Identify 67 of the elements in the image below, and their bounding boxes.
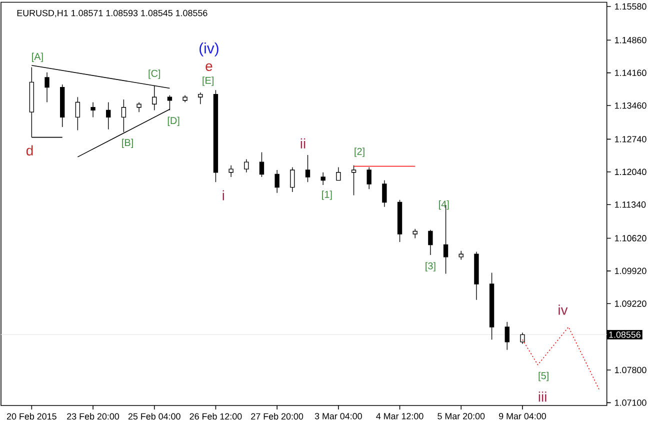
text: EURUSD,H1 1.08571 1.08593 1.08545 1.08556 [17,10,208,18]
candlestick [60,84,65,128]
y-tick-label: 1.12740 [615,136,646,142]
candlestick [320,172,326,186]
candlestick [244,158,249,173]
candlestick [458,250,464,260]
y-tick-label: 1.07800 [615,366,646,374]
annotation: [B] [122,138,133,148]
candlestick [336,166,341,181]
candlestick [428,230,433,256]
candlestick [136,102,142,112]
y-tick-label: 1.13460 [615,102,646,109]
y-tick-label: 1.14860 [615,36,646,44]
x-tick-label: 20 Feb 2015 [7,413,56,420]
candlestick [290,166,295,192]
y-tick-label: 1.11340 [615,201,646,208]
annotation: [1] [322,190,332,200]
annotation: (iv) [200,42,218,56]
y-tick-label: 1.12040 [615,168,646,176]
candlestick [228,165,234,178]
x-tick-label: 4 Mar 12:00 [376,413,424,420]
x-tick-label: 9 Mar 04:00 [499,413,546,420]
annotation: [C] [148,70,160,79]
x-tick-label: 25 Feb 04:00 [128,413,180,420]
y-tick-label: 1.15580 [615,3,646,10]
candlestick [489,272,494,340]
candlestick [213,90,218,183]
candlestick [474,251,479,300]
candlestick [198,92,203,105]
candlestick [305,154,310,183]
annotation: [E] [202,76,214,86]
candlestick [504,322,510,350]
candlestick [44,72,50,103]
candlestick [75,96,80,131]
candlestick [90,102,96,118]
ref-line-label: 1.08556 [609,332,640,338]
y-tick-label: 1.09220 [615,300,646,307]
y-tick-label: 1.10620 [615,235,646,242]
x-tick-label: 23 Feb 20:00 [67,413,120,420]
candlestick [520,332,525,344]
candlestick [366,166,372,190]
y-tick-label: 1.09920 [615,268,646,274]
line-series [522,326,600,390]
annotation: d [26,145,33,156]
x-tick-label: 3 Mar 04:00 [314,413,362,420]
candlestick [382,180,387,208]
y-tick-label: 1.07100 [615,400,646,406]
candlestick [182,94,188,103]
annotation: [4] [439,200,449,210]
candlestick [259,152,264,178]
annotation: iv [558,304,568,315]
x-tick-label: 5 Mar 20:00 [438,413,485,420]
annotation: i [222,190,224,200]
annotation: [3] [426,262,436,272]
candlestick [274,170,280,194]
y-tick-label: 1.14160 [615,70,646,76]
candlestick [412,228,418,239]
x-tick-label: 26 Feb 12:00 [190,413,242,420]
annotation: [A] [32,52,43,62]
annotation: [2] [354,148,364,157]
annotation: e [206,63,212,72]
annotation: ii [300,138,306,148]
annotation: [D] [168,116,180,126]
annotation: [5] [538,372,548,382]
candlestick [397,200,402,242]
x-tick-label: 27 Feb 20:00 [251,413,304,420]
annotation: iii [538,392,546,402]
